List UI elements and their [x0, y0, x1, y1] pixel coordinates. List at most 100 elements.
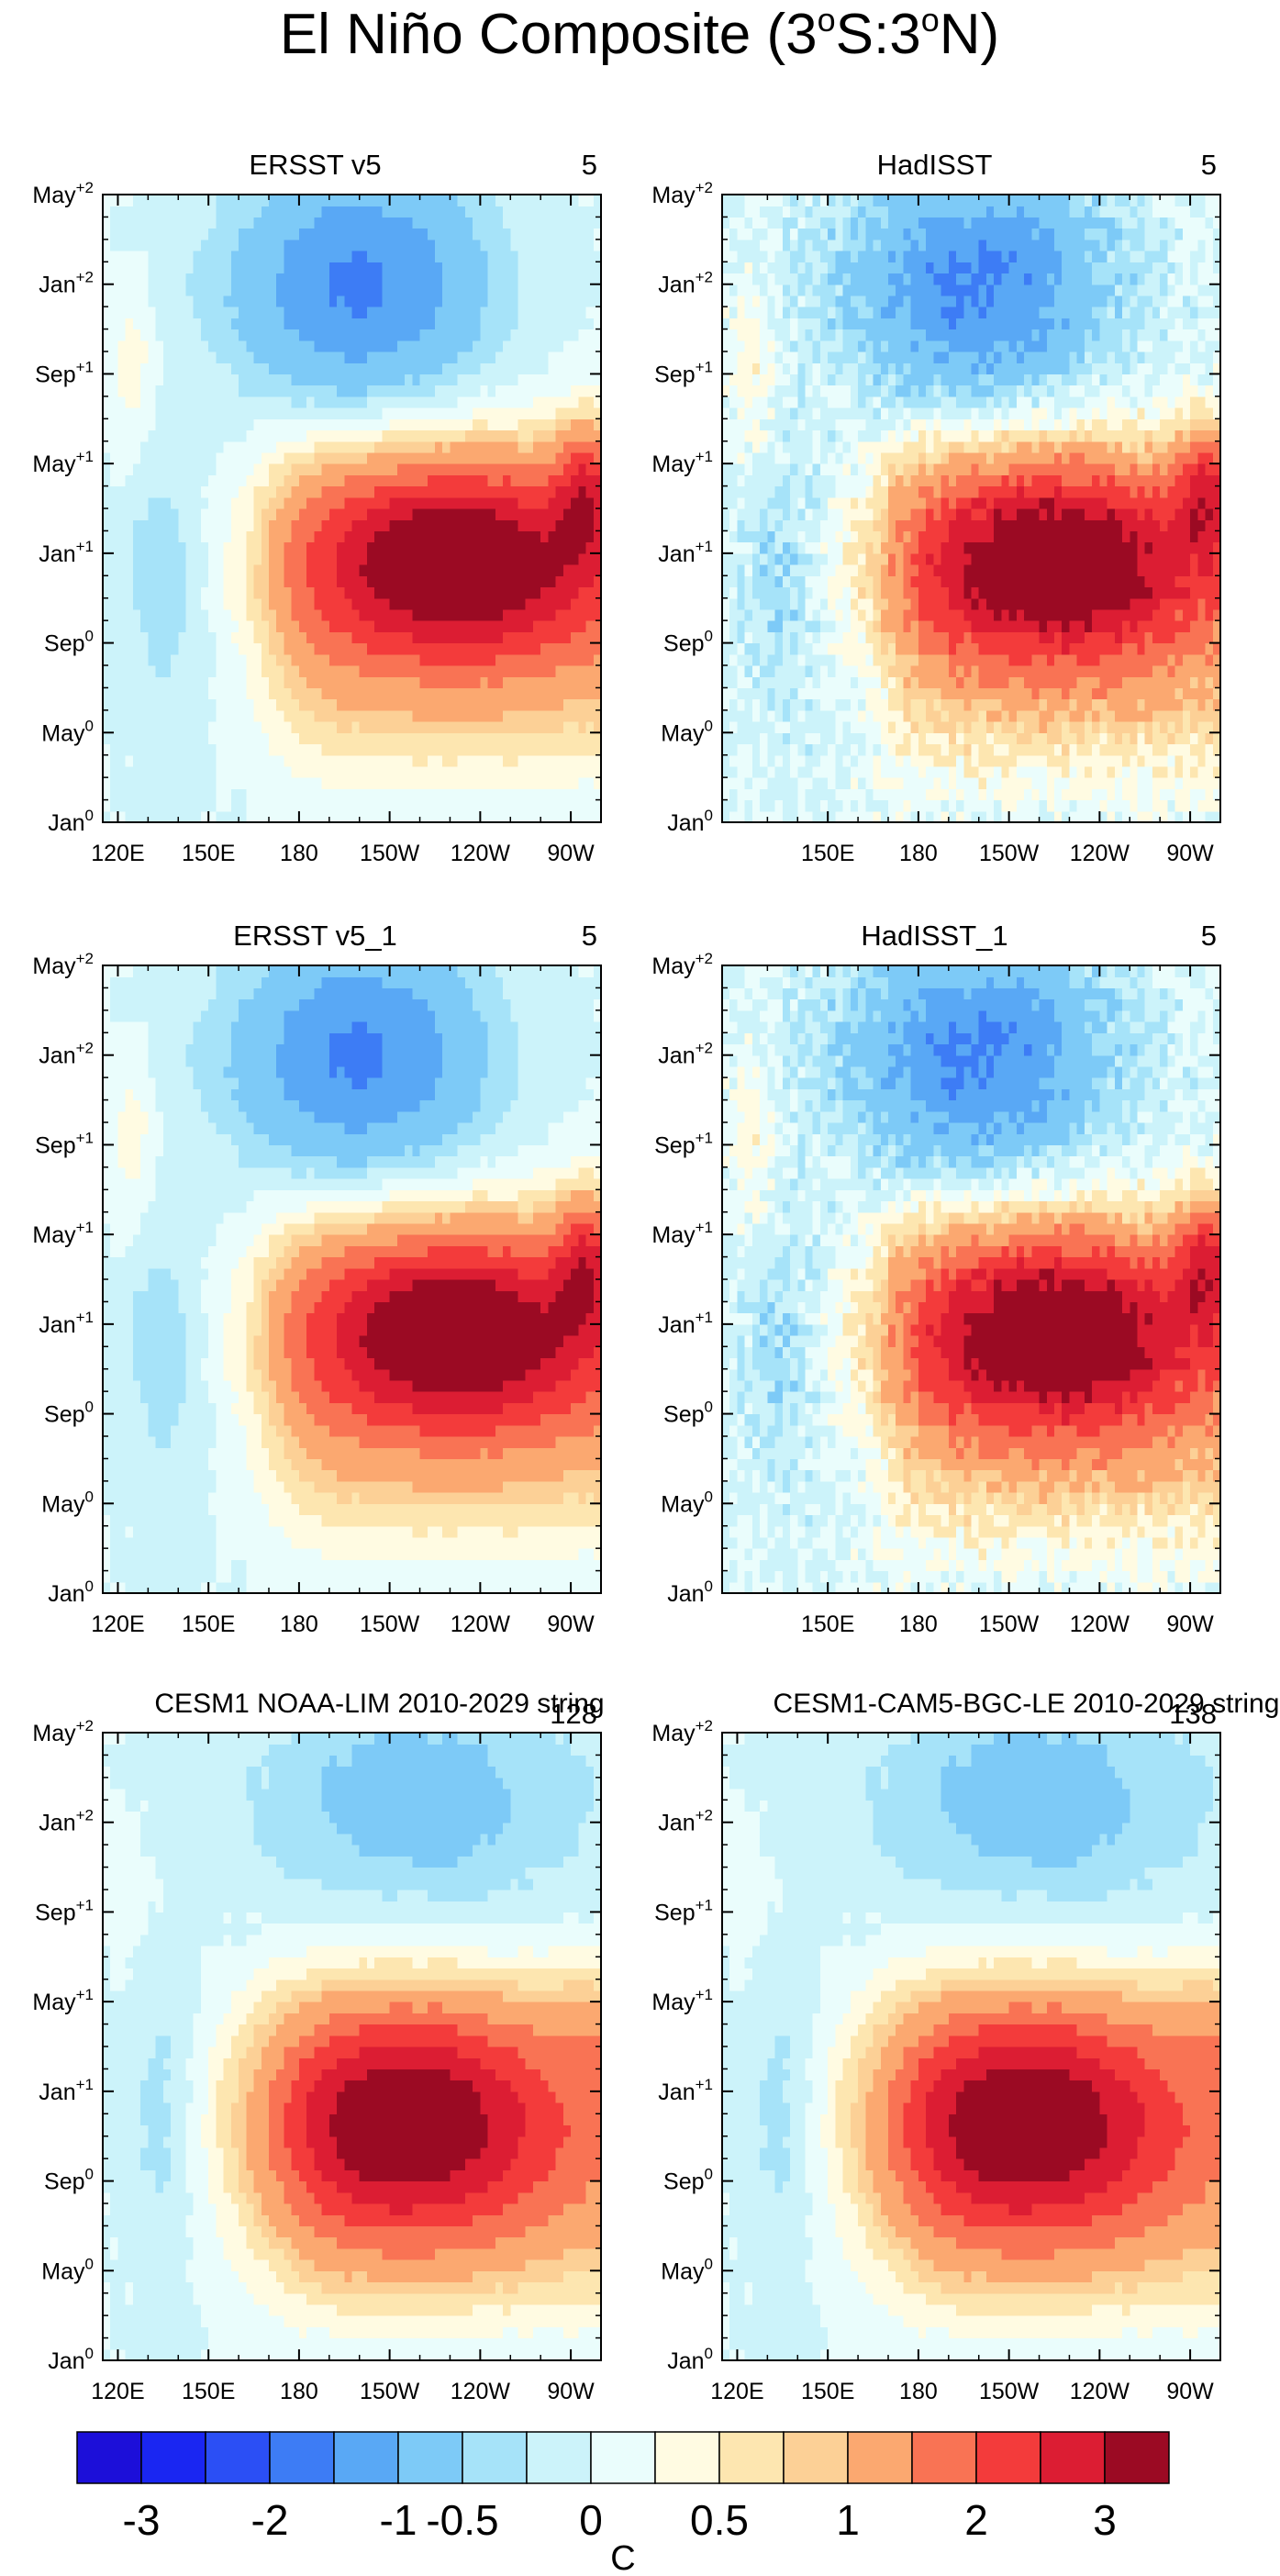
- field-cell: [396, 608, 406, 621]
- field-cell: [540, 653, 550, 666]
- field-cell: [1016, 642, 1025, 655]
- field-cell: [405, 340, 413, 352]
- field-cell: [562, 318, 572, 330]
- field-cell: [805, 743, 814, 756]
- field-cell: [812, 799, 821, 812]
- field-cell: [963, 665, 973, 677]
- field-cell: [276, 374, 285, 386]
- field-cell: [419, 206, 429, 218]
- field-cell: [435, 474, 443, 487]
- field-cell: [532, 541, 541, 554]
- field-cell: [216, 396, 225, 408]
- field-cell: [540, 485, 550, 498]
- field-cell: [495, 262, 504, 274]
- field-cell: [148, 440, 157, 453]
- field-cell: [1107, 721, 1116, 733]
- field-cell: [1197, 743, 1207, 756]
- field-cell: [1107, 665, 1116, 677]
- field-cell: [593, 195, 602, 206]
- field-cell: [1197, 721, 1207, 733]
- field-cell: [865, 743, 874, 756]
- field-cell: [933, 754, 942, 767]
- field-cell: [427, 474, 436, 487]
- field-cell: [321, 496, 330, 509]
- field-cell: [321, 429, 330, 442]
- field-cell: [518, 754, 527, 767]
- field-cell: [450, 552, 459, 565]
- field-cell: [873, 709, 882, 722]
- field-cell: [540, 530, 550, 543]
- field-cell: [193, 676, 202, 689]
- field-cell: [193, 195, 202, 206]
- field-cell: [419, 318, 429, 330]
- field-cell: [344, 485, 353, 498]
- field-cell: [473, 608, 481, 621]
- field-cell: [571, 631, 579, 644]
- field-cell: [389, 429, 398, 442]
- field-cell: [1144, 653, 1153, 666]
- field-cell: [487, 508, 496, 520]
- field-cell: [1190, 631, 1198, 644]
- field-cell: [812, 676, 821, 689]
- field-cell: [487, 239, 496, 251]
- field-cell: [344, 418, 353, 431]
- field-cell: [171, 362, 179, 375]
- field-cell: [487, 597, 496, 610]
- field-cell: [464, 206, 473, 218]
- field-cell: [239, 362, 247, 375]
- field-cell: [405, 687, 413, 700]
- field-cell: [963, 732, 973, 745]
- field-cell: [1174, 676, 1184, 689]
- field-cell: [503, 642, 511, 655]
- field-cell: [562, 295, 572, 307]
- field-cell: [774, 788, 784, 801]
- field-cell: [593, 541, 602, 554]
- field-cell: [1182, 721, 1191, 733]
- field-cell: [797, 665, 807, 677]
- field-cell: [337, 698, 345, 711]
- field-cell: [532, 575, 541, 588]
- field-cell: [314, 385, 323, 397]
- field-cell: [593, 631, 602, 644]
- field-cell: [503, 396, 511, 408]
- field-cell: [518, 709, 527, 722]
- field-cell: [389, 385, 398, 397]
- field-cell: [1205, 799, 1214, 812]
- field-cell: [819, 754, 829, 767]
- field-cell: [487, 262, 496, 274]
- field-cell: [200, 351, 209, 363]
- field-cell: [389, 541, 398, 554]
- field-cell: [291, 743, 300, 756]
- field-cell: [298, 530, 307, 543]
- field-cell: [261, 295, 270, 307]
- field-cell: [269, 239, 277, 251]
- field-cell: [306, 721, 315, 733]
- field-cell: [253, 519, 262, 532]
- field-cell: [797, 743, 807, 756]
- field-cell: [562, 374, 572, 386]
- field-cell: [412, 799, 421, 812]
- field-cell: [473, 206, 481, 218]
- field-cell: [464, 307, 473, 318]
- field-cell: [578, 788, 587, 801]
- field-cell: [291, 508, 300, 520]
- field-cell: [427, 530, 436, 543]
- field-cell: [103, 564, 111, 576]
- field-cell: [110, 496, 119, 509]
- field-cell: [162, 586, 172, 599]
- field-cell: [737, 765, 746, 778]
- field-cell: [525, 362, 534, 375]
- field-cell: [585, 732, 595, 745]
- field-cell: [223, 195, 232, 206]
- field-cell: [1205, 765, 1214, 778]
- field-cell: [562, 385, 572, 397]
- field-cell: [464, 530, 473, 543]
- field-cell: [171, 799, 179, 812]
- field-cell: [306, 765, 315, 778]
- field-cell: [284, 385, 293, 397]
- field-cell: [971, 810, 980, 823]
- field-cell: [797, 698, 807, 711]
- field-cell: [1099, 765, 1108, 778]
- field-cell: [585, 608, 595, 621]
- field-cell: [185, 709, 195, 722]
